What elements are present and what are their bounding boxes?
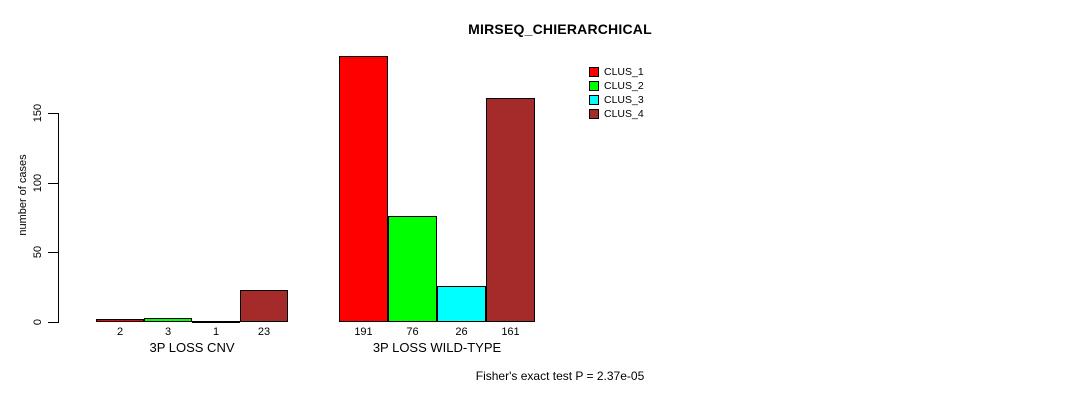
legend-swatch <box>589 95 599 105</box>
x-axis-group-label: 3P LOSS CNV <box>149 340 235 355</box>
bar-value-label: 76 <box>406 326 419 338</box>
bar <box>192 320 240 323</box>
bar-value-label: 191 <box>354 326 373 338</box>
y-axis-tick-label: 0 <box>32 318 44 326</box>
legend-swatch <box>589 109 599 119</box>
bar-value-label: 2 <box>116 326 124 338</box>
bar <box>486 97 535 322</box>
y-axis-tick-label: 150 <box>32 103 44 123</box>
legend-item: CLUS_2 <box>589 79 644 93</box>
y-axis-tick <box>48 182 58 184</box>
bar-value-label: 26 <box>455 326 468 338</box>
y-axis-tick-label: 50 <box>32 246 44 259</box>
bar <box>388 216 437 322</box>
legend-label: CLUS_4 <box>604 108 644 120</box>
y-axis-tick <box>48 113 58 114</box>
legend-swatch <box>589 67 599 77</box>
y-axis-label: number of cases <box>17 154 29 236</box>
x-axis-group-label: 3P LOSS WILD-TYPE <box>372 340 502 355</box>
bar-value-label: 3 <box>164 326 172 338</box>
legend-item: CLUS_1 <box>589 65 644 79</box>
bar <box>96 319 144 322</box>
bar-value-label: 161 <box>501 326 520 338</box>
y-axis-line <box>58 113 59 323</box>
bar <box>437 285 486 322</box>
legend-item: CLUS_4 <box>589 107 644 121</box>
bar <box>144 317 192 322</box>
stat-annotation: Fisher's exact test P = 2.37e-05 <box>475 369 645 383</box>
legend-item: CLUS_3 <box>589 93 644 107</box>
bar <box>240 289 288 322</box>
bar-value-label: 23 <box>257 326 271 338</box>
y-axis-tick-label: 100 <box>32 173 44 192</box>
legend-label: CLUS_2 <box>604 80 644 92</box>
y-axis-tick <box>48 252 58 254</box>
bar-value-label: 1 <box>212 326 220 338</box>
bar <box>339 55 388 322</box>
legend-label: CLUS_3 <box>604 94 644 106</box>
legend-label: CLUS_1 <box>604 66 644 78</box>
y-axis-tick <box>48 322 58 323</box>
legend-swatch <box>589 81 599 91</box>
chart-title: MIRSEQ_CHIERARCHICAL <box>468 21 652 37</box>
